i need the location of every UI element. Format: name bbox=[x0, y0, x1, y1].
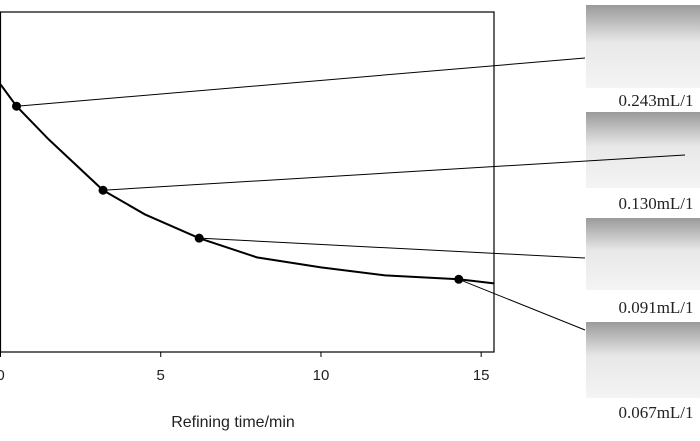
x-tick-label: 15 bbox=[473, 367, 490, 384]
data-point bbox=[98, 185, 108, 195]
x-tick-label: 10 bbox=[313, 367, 330, 384]
plot-frame bbox=[0, 11, 495, 353]
x-axis-label: Refining time/min bbox=[171, 414, 295, 431]
photo-label: 0.067mL/1 bbox=[618, 403, 693, 422]
photo-label: 0.091mL/1 bbox=[618, 298, 693, 317]
photo bbox=[586, 112, 700, 188]
x-tick-label: 0 bbox=[0, 367, 5, 384]
connector bbox=[458, 278, 586, 331]
data-point bbox=[194, 233, 204, 243]
connector bbox=[103, 154, 686, 191]
curve bbox=[0, 83, 495, 285]
photo-label: 0.243mL/1 bbox=[618, 91, 693, 110]
x-tick-label: 5 bbox=[157, 367, 165, 384]
photo bbox=[586, 5, 700, 88]
connector bbox=[16, 57, 586, 107]
data-point bbox=[454, 274, 464, 284]
photo-label: 0.130mL/1 bbox=[618, 194, 693, 213]
connector bbox=[199, 237, 586, 259]
photo bbox=[586, 322, 700, 398]
photo bbox=[586, 218, 700, 290]
data-point bbox=[12, 101, 22, 111]
